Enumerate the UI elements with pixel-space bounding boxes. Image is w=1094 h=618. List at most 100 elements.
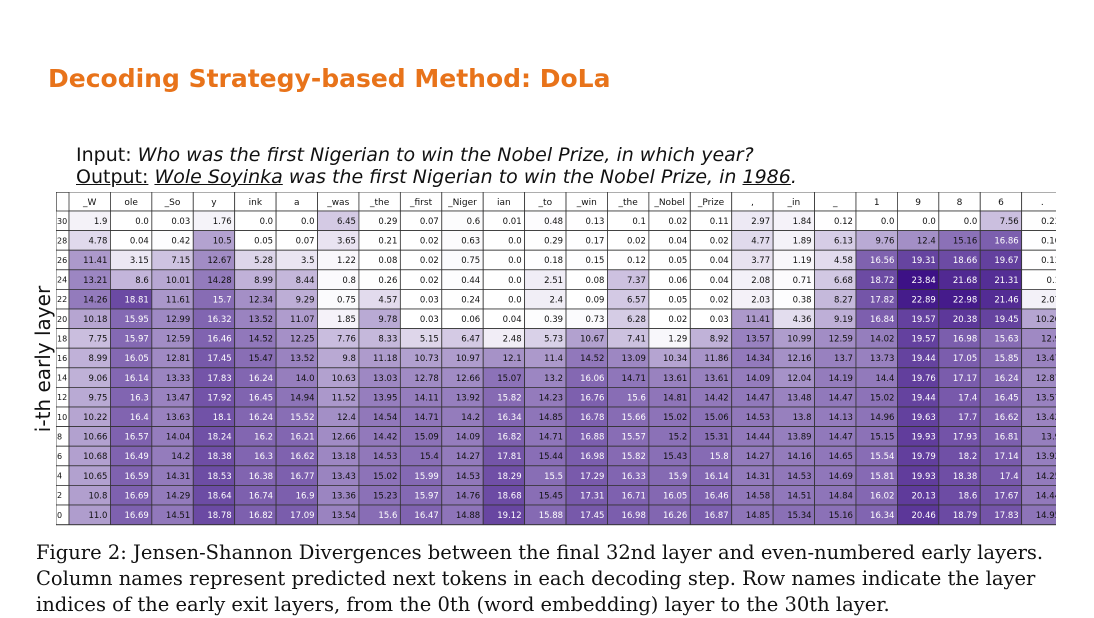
heatmap-cell-value: 10.8 (88, 491, 107, 501)
heatmap-cell-value: 14.81 (663, 393, 687, 403)
heatmap-cell-value: 13.33 (166, 374, 190, 384)
heatmap-cell-value: 13.57 (746, 335, 770, 345)
heatmap-cell-value: 0.0 (508, 276, 522, 286)
heatmap-cell-value: 0.0 (508, 295, 522, 305)
heatmap-cell-value: 1.85 (337, 315, 356, 325)
heatmap-cell-value: 19.93 (911, 433, 935, 443)
heatmap-cell-value: 14.95 (1036, 511, 1056, 521)
row-header-label: 10 (57, 413, 67, 422)
column-header-label: _W (82, 198, 97, 208)
heatmap-cell-value: 16.69 (124, 511, 148, 521)
heatmap-cell-value: 0.0 (922, 217, 936, 227)
heatmap-cell-value: 0.04 (130, 237, 149, 247)
heatmap-cell-value: 0.23 (1041, 217, 1056, 227)
heatmap-cell-value: 13.52 (249, 315, 273, 325)
column-header-label: ian (497, 198, 511, 208)
heatmap-cell-value: 14.53 (787, 472, 811, 482)
heatmap-cell-value: 8.99 (88, 354, 107, 364)
heatmap-cell-value: 17.45 (580, 511, 604, 521)
heatmap-cell-value: 12.99 (166, 315, 190, 325)
row-header-label: 18 (57, 334, 67, 343)
input-line: Input: Who was the first Nigerian to win… (76, 144, 754, 166)
figure-caption: Figure 2: Jensen-Shannon Divergences bet… (36, 541, 1044, 616)
heatmap-cell-value: 21.46 (994, 295, 1018, 305)
heatmap-cell-value: 4.58 (834, 256, 853, 266)
heatmap-cell-value: 19.44 (911, 393, 935, 403)
row-header-label: 30 (57, 217, 67, 226)
row-header-label: 2 (57, 491, 62, 500)
heatmap-cell-value: 19.57 (911, 315, 935, 325)
heatmap-cell-value: 13.52 (290, 354, 314, 364)
heatmap-cell-value: 14.2 (171, 452, 190, 462)
heatmap-cell-value: 10.26 (1036, 315, 1056, 325)
heatmap-cell-value: 9.8 (342, 354, 356, 364)
column-header-label: _in (786, 198, 800, 208)
heatmap-cell-value: 0.29 (544, 237, 563, 247)
heatmap-cell-value: 14.84 (829, 491, 853, 501)
heatmap-cell-value: 15.66 (622, 413, 646, 423)
heatmap-cell-value: 15.85 (994, 354, 1018, 364)
heatmap-cell-value: 12.25 (290, 335, 314, 345)
y-axis-label: i-th early layer (31, 285, 55, 433)
heatmap-cell-value: 10.68 (83, 452, 107, 462)
heatmap-cell-value: 0.02 (420, 237, 439, 247)
heatmap-cell-value: 16.38 (249, 472, 273, 482)
heatmap-cell-value: 18.64 (207, 491, 231, 501)
heatmap-cell-value: 16.05 (663, 491, 687, 501)
heatmap-cell-value: 15.06 (704, 413, 728, 423)
heatmap-cell-value: 16.86 (994, 237, 1018, 247)
column-header-label: . (1041, 198, 1044, 208)
heatmap-cell-value: 16.82 (249, 511, 273, 521)
heatmap-cell-value: 0.1 (632, 217, 646, 227)
heatmap-cell-value: 15.02 (373, 472, 397, 482)
heatmap-cell-value: 14.29 (166, 491, 190, 501)
heatmap-cell-value: 12.4 (917, 237, 936, 247)
heatmap-cell-value: 14.52 (249, 335, 273, 345)
heatmap-cell-value: 0.01 (503, 217, 522, 227)
heatmap-cell-value: 0.03 (171, 217, 190, 227)
heatmap-cell-value: 14.47 (829, 393, 853, 403)
heatmap-cell-value: 2.07 (1041, 295, 1056, 305)
heatmap-cell-value: 9.76 (875, 237, 894, 247)
heatmap-cell-value: 0.42 (171, 237, 190, 247)
column-header-cell (1021, 192, 1056, 212)
heatmap-cell-value: 1.19 (793, 256, 812, 266)
heatmap-cell-value: 16.98 (580, 452, 604, 462)
column-header-label: 9 (915, 198, 921, 208)
heatmap-cell-value: 15.9 (668, 472, 687, 482)
heatmap-cell-value: 19.12 (497, 511, 521, 521)
heatmap-cell-value: 10.65 (83, 472, 107, 482)
heatmap-cell-value: 19.93 (911, 472, 935, 482)
heatmap-cell-value: 17.4 (1000, 472, 1019, 482)
heatmap-cell-value: 16.4 (130, 413, 149, 423)
heatmap-cell-value: 15.07 (497, 374, 521, 384)
heatmap-cell-value: 15.99 (414, 472, 438, 482)
heatmap-cell-value: 16.02 (870, 491, 894, 501)
heatmap-cell-value: 15.81 (870, 472, 894, 482)
heatmap-cell-value: 14.65 (829, 452, 853, 462)
heatmap-cell-value: 13.61 (704, 374, 728, 384)
heatmap-cell-value: 0.11 (710, 217, 729, 227)
heatmap-cell-value: 15.8 (710, 452, 729, 462)
heatmap-cell-value: 14.13 (829, 413, 853, 423)
heatmap-cell-value: 15.4 (420, 452, 439, 462)
column-header-label: y (211, 198, 217, 208)
heatmap-cell-value: 11.41 (746, 315, 770, 325)
heatmap-cell-value: 14.71 (539, 433, 563, 443)
heatmap-cell-value: 2.51 (544, 276, 563, 286)
heatmap-cell-value: 13.47 (166, 393, 190, 403)
heatmap-cell-value: 15.82 (497, 393, 521, 403)
heatmap-cell-value: 22.89 (911, 295, 935, 305)
heatmap-cell-value: 14.44 (746, 433, 770, 443)
column-header-label: _the (369, 198, 390, 208)
heatmap-cell-value: 0.05 (254, 237, 273, 247)
heatmap-cell-value: 14.0 (296, 374, 315, 384)
heatmap-cell-value: 14.69 (829, 472, 853, 482)
heatmap-cell-value: 11.07 (290, 315, 314, 325)
heatmap-cell-value: 17.83 (994, 511, 1018, 521)
heatmap-cell-value: 18.6 (958, 491, 977, 501)
column-header-label: _So (164, 198, 181, 208)
heatmap-cell-value: 13.09 (622, 354, 646, 364)
output-answer-year: 1986 (742, 166, 791, 188)
row-header-label: 8 (57, 432, 62, 441)
